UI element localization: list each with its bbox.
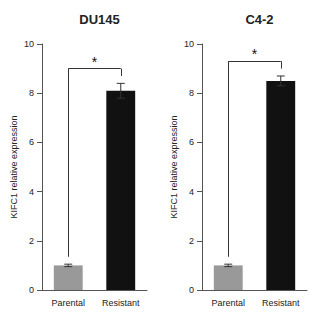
- svg-text:6: 6: [189, 137, 194, 147]
- svg-text:KIFC1 relative expression: KIFC1 relative expression: [169, 115, 179, 218]
- svg-text:*: *: [252, 46, 258, 62]
- svg-text:6: 6: [29, 137, 34, 147]
- svg-text:DU145: DU145: [79, 12, 119, 27]
- svg-text:4: 4: [189, 187, 194, 197]
- svg-text:8: 8: [189, 88, 194, 98]
- svg-text:*: *: [92, 54, 98, 70]
- svg-text:C4-2: C4-2: [245, 12, 273, 27]
- svg-text:10: 10: [184, 39, 194, 49]
- svg-text:Parental: Parental: [211, 298, 245, 308]
- svg-text:2: 2: [189, 236, 194, 246]
- svg-text:8: 8: [29, 88, 34, 98]
- svg-text:4: 4: [29, 187, 34, 197]
- svg-text:Parental: Parental: [51, 298, 85, 308]
- svg-text:2: 2: [29, 236, 34, 246]
- svg-text:Resistant: Resistant: [102, 298, 140, 308]
- svg-text:0: 0: [189, 285, 194, 295]
- svg-text:10: 10: [24, 39, 34, 49]
- svg-text:KIFC1 relative expression: KIFC1 relative expression: [9, 115, 19, 218]
- svg-text:0: 0: [29, 285, 34, 295]
- svg-text:Resistant: Resistant: [262, 298, 300, 308]
